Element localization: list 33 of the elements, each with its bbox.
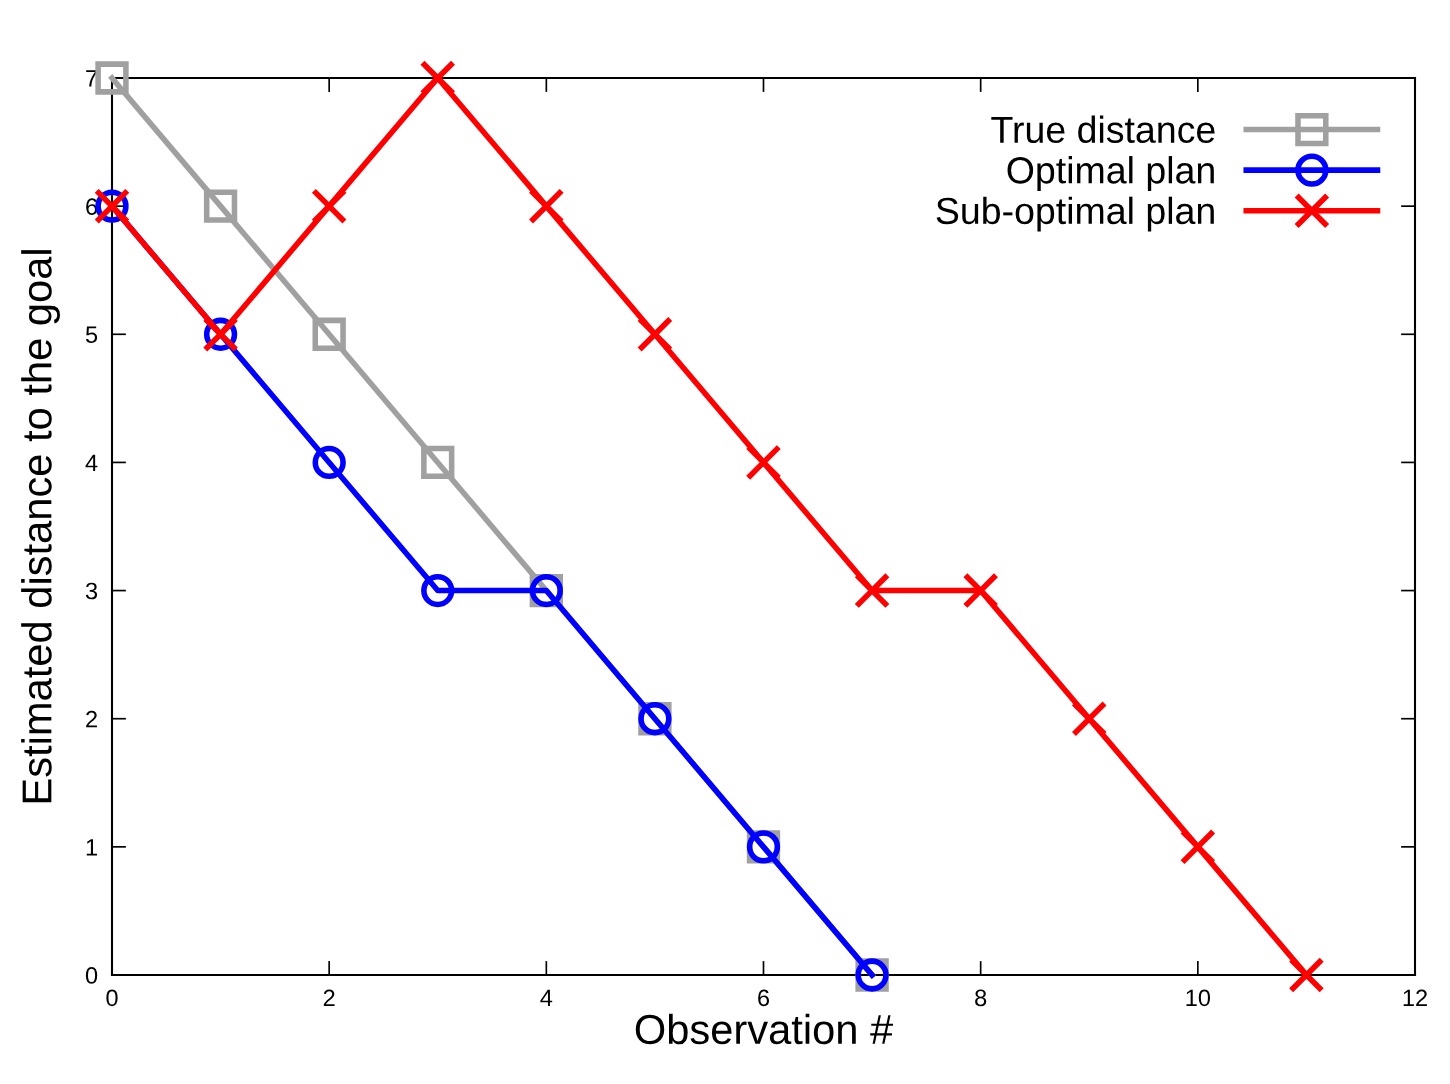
point <box>1179 828 1216 865</box>
point <box>1071 700 1108 737</box>
point <box>528 188 565 225</box>
point <box>854 572 891 609</box>
x-tick-label: 2 <box>323 989 335 1006</box>
point <box>312 445 346 480</box>
point <box>962 572 999 609</box>
point <box>636 316 673 353</box>
y-tick-label: 3 <box>85 582 98 600</box>
point <box>312 317 346 351</box>
point <box>421 573 455 608</box>
legend-label: Sub-optimal plan <box>936 196 1214 232</box>
y-tick-label: 1 <box>86 839 97 856</box>
x-tick-label: 0 <box>106 989 118 1007</box>
y-tick-label: 5 <box>85 326 98 344</box>
point <box>1288 956 1325 994</box>
point <box>95 61 129 95</box>
point <box>745 444 782 481</box>
legend-label: True distance <box>991 115 1215 144</box>
x-tick-label: 10 <box>1186 989 1211 1007</box>
y-tick-label: 0 <box>85 967 98 984</box>
y-tick-label: 4 <box>85 454 98 471</box>
legend-label: Optimal plan <box>1007 156 1214 192</box>
y-axis-title: Estimated distance to the goal <box>21 250 60 803</box>
x-tick-label: 8 <box>975 989 987 1007</box>
point <box>421 445 455 480</box>
x-tick-label: 12 <box>1403 989 1427 1006</box>
x-axis-title: Observation # <box>635 1013 893 1045</box>
x-tick-label: 6 <box>758 989 770 1007</box>
x-tick-label: 4 <box>540 989 553 1006</box>
y-tick-label: 2 <box>86 710 97 728</box>
point <box>311 188 348 225</box>
point <box>203 189 238 223</box>
